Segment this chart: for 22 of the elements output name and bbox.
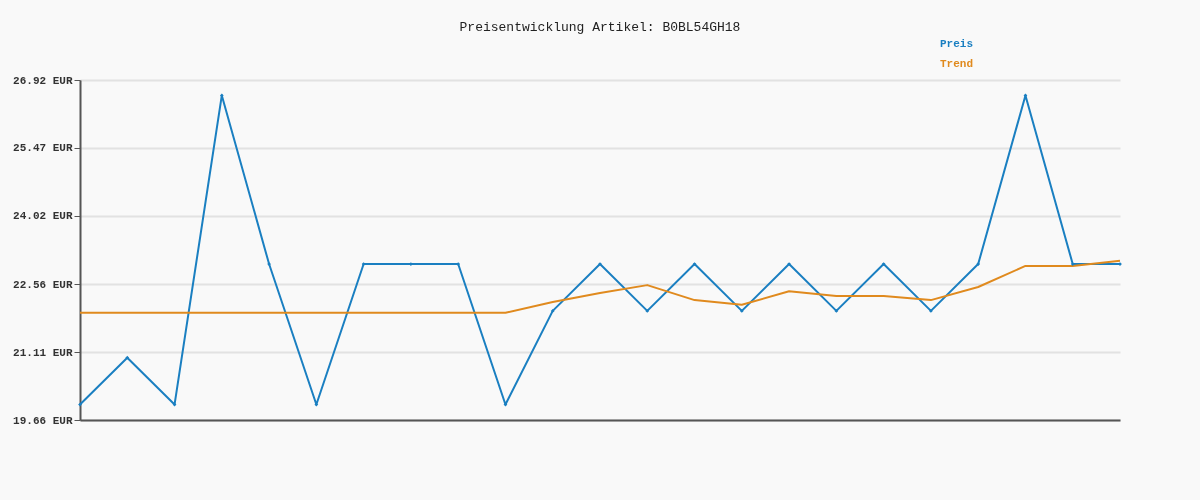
point: [976, 262, 981, 266]
text: Trend: [940, 58, 974, 70]
y-tick-label: 19.66 EUR: [13, 414, 73, 427]
line-series: [78, 93, 1122, 407]
y-tick-label: 24.02 EUR: [13, 210, 73, 223]
y-tick-label: 21.11 EUR: [13, 346, 73, 359]
text: Preis: [940, 38, 974, 50]
chart-title: Preisentwicklung Artikel: B0BL54GH18: [458, 19, 742, 36]
point: [881, 262, 886, 266]
point: [645, 309, 650, 313]
y-tick-label: 26.92 EUR: [13, 74, 73, 87]
point: [456, 262, 461, 266]
y-tick-label: 22.56 EUR: [13, 278, 73, 291]
point: [692, 262, 697, 266]
point: [219, 93, 224, 98]
line-series: [79, 259, 1121, 314]
point: [78, 402, 82, 407]
point: [1070, 262, 1075, 266]
y-tick-label: 25.47 EUR: [13, 142, 73, 155]
point: [834, 309, 839, 313]
point: [361, 262, 366, 266]
point: [550, 309, 555, 313]
